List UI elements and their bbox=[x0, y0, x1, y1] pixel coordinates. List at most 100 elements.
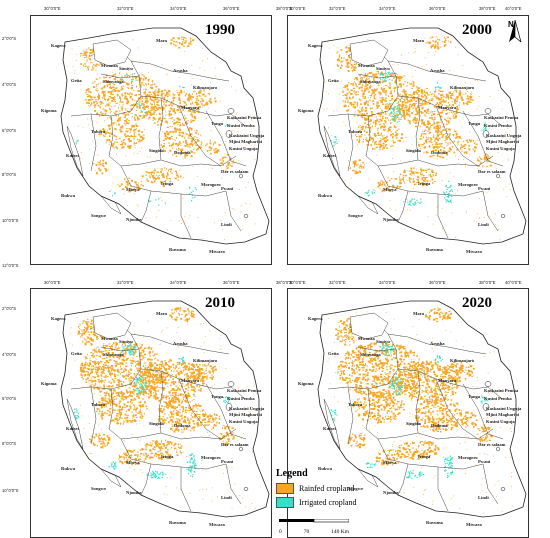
rainfed-patch bbox=[173, 97, 175, 99]
rainfed-patch bbox=[113, 101, 114, 102]
rainfed-patch bbox=[171, 388, 173, 391]
rainfed-patch bbox=[115, 110, 118, 113]
irrigated-patch bbox=[139, 118, 141, 120]
rainfed-patch bbox=[418, 115, 421, 117]
rainfed-patch bbox=[399, 79, 401, 82]
rainfed-patch bbox=[133, 130, 136, 132]
rainfed-patch bbox=[485, 158, 487, 160]
rainfed-patch bbox=[465, 93, 467, 95]
irrigated-patch bbox=[410, 200, 412, 202]
rainfed-patch bbox=[139, 394, 141, 396]
rainfed-patch bbox=[93, 388, 96, 390]
rainfed-patch bbox=[414, 113, 416, 115]
rainfed-patch bbox=[353, 92, 357, 94]
rainfed-patch bbox=[435, 214, 437, 216]
rainfed-patch bbox=[103, 76, 105, 79]
rainfed-patch bbox=[125, 374, 127, 377]
rainfed-patch bbox=[471, 91, 472, 93]
rainfed-patch bbox=[366, 113, 368, 115]
rainfed-patch bbox=[460, 95, 462, 98]
rainfed-patch bbox=[473, 220, 475, 222]
rainfed-patch bbox=[436, 125, 438, 128]
rainfed-patch bbox=[368, 82, 371, 84]
rainfed-patch bbox=[337, 51, 339, 53]
rainfed-patch bbox=[347, 49, 349, 52]
rainfed-patch bbox=[407, 228, 409, 230]
rainfed-patch bbox=[119, 352, 121, 355]
rainfed-patch bbox=[402, 114, 405, 117]
rainfed-patch bbox=[104, 120, 105, 122]
rainfed-patch bbox=[83, 374, 85, 377]
rainfed-patch bbox=[501, 100, 503, 102]
rainfed-patch bbox=[185, 393, 187, 396]
rainfed-patch bbox=[388, 126, 390, 129]
rainfed-patch bbox=[95, 78, 98, 80]
rainfed-patch bbox=[192, 108, 195, 110]
rainfed-patch bbox=[178, 141, 181, 143]
rainfed-patch bbox=[415, 97, 417, 99]
rainfed-patch bbox=[431, 144, 434, 146]
rainfed-patch bbox=[151, 362, 153, 364]
rainfed-patch bbox=[479, 165, 481, 167]
rainfed-patch bbox=[86, 102, 89, 103]
rainfed-patch bbox=[101, 172, 104, 175]
rainfed-patch bbox=[100, 130, 102, 132]
rainfed-patch bbox=[108, 385, 111, 388]
rainfed-patch bbox=[170, 131, 173, 133]
rainfed-patch bbox=[328, 93, 329, 95]
irrigated-patch bbox=[450, 185, 452, 187]
rainfed-patch bbox=[404, 181, 406, 184]
rainfed-patch bbox=[346, 53, 348, 55]
rainfed-patch bbox=[125, 362, 128, 364]
rainfed-patch bbox=[455, 97, 458, 99]
rainfed-patch bbox=[438, 146, 440, 148]
rainfed-patch bbox=[103, 90, 106, 93]
rainfed-patch bbox=[467, 141, 469, 144]
rainfed-patch bbox=[222, 160, 224, 162]
rainfed-patch bbox=[408, 179, 411, 182]
rainfed-patch bbox=[400, 83, 402, 86]
rainfed-patch bbox=[106, 412, 108, 415]
rainfed-patch bbox=[148, 383, 150, 386]
rainfed-patch bbox=[358, 142, 361, 143]
rainfed-patch bbox=[216, 151, 218, 154]
rainfed-patch bbox=[406, 170, 408, 172]
rainfed-patch bbox=[386, 139, 389, 141]
rainfed-patch bbox=[121, 355, 125, 357]
rainfed-patch bbox=[134, 406, 136, 409]
rainfed-patch bbox=[168, 114, 171, 117]
region-label: Kilimanjaro bbox=[193, 85, 218, 90]
rainfed-patch bbox=[439, 119, 441, 121]
region-label: Manyara bbox=[438, 105, 457, 110]
rainfed-patch bbox=[419, 144, 421, 147]
rainfed-patch bbox=[153, 172, 155, 175]
rainfed-patch bbox=[118, 413, 120, 415]
rainfed-patch bbox=[435, 103, 437, 106]
rainfed-patch bbox=[370, 123, 372, 125]
rainfed-patch bbox=[166, 368, 169, 370]
rainfed-patch bbox=[179, 388, 181, 391]
rainfed-patch bbox=[420, 119, 423, 121]
rainfed-patch bbox=[121, 372, 124, 373]
rainfed-patch bbox=[430, 138, 433, 141]
rainfed-patch bbox=[142, 349, 145, 352]
rainfed-patch bbox=[381, 138, 384, 140]
rainfed-patch bbox=[164, 135, 167, 138]
rainfed-patch bbox=[96, 172, 98, 175]
rainfed-patch bbox=[416, 182, 419, 183]
rainfed-patch bbox=[402, 101, 405, 103]
rainfed-patch bbox=[183, 398, 185, 400]
rainfed-patch bbox=[431, 178, 434, 181]
rainfed-patch bbox=[364, 85, 367, 88]
rainfed-patch bbox=[426, 151, 429, 154]
rainfed-patch bbox=[112, 119, 114, 121]
irrigated-patch bbox=[379, 77, 381, 79]
rainfed-patch bbox=[429, 117, 432, 119]
rainfed-patch bbox=[102, 344, 104, 346]
rainfed-patch bbox=[139, 391, 142, 394]
rainfed-patch bbox=[400, 97, 403, 99]
rainfed-patch bbox=[185, 93, 188, 95]
rainfed-patch bbox=[366, 87, 368, 89]
rainfed-patch bbox=[404, 174, 407, 177]
rainfed-patch bbox=[142, 83, 144, 85]
